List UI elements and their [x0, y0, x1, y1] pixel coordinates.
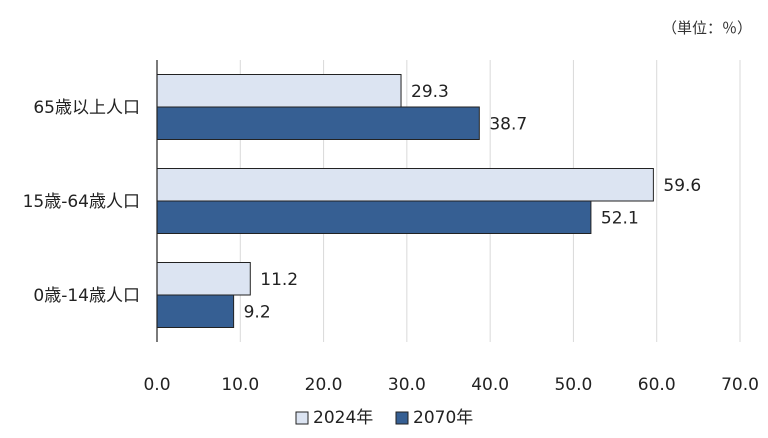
legend-label-1: 2070年 — [413, 408, 473, 428]
data-label-series1-cat0: 38.7 — [489, 114, 527, 134]
bar-series1-cat0 — [156, 106, 480, 140]
x-tick-label-0: 0.0 — [143, 375, 170, 395]
data-label-series1-cat1: 52.1 — [601, 208, 639, 228]
bar-series0-cat0 — [156, 74, 402, 108]
x-tick-label-1: 10.0 — [221, 375, 259, 395]
category-label-2: 0歳-14歳人口 — [33, 286, 140, 306]
bar-series1-cat2 — [156, 294, 235, 328]
data-label-series0-cat2: 11.2 — [260, 270, 298, 290]
unit-note: （単位：％） — [661, 19, 752, 37]
category-label-0: 65歳以上人口 — [33, 98, 140, 118]
legend-swatch-0 — [295, 411, 309, 425]
data-label-series0-cat0: 29.3 — [411, 82, 449, 102]
category-label-1: 15歳-64歳人口 — [23, 192, 140, 212]
bar-series1-cat1 — [156, 200, 592, 234]
x-tick-label-3: 30.0 — [388, 375, 426, 395]
x-tick-label-2: 20.0 — [305, 375, 343, 395]
x-tick-label-6: 60.0 — [638, 375, 676, 395]
bar-series0-cat2 — [156, 262, 251, 296]
data-label-series1-cat2: 9.2 — [244, 302, 271, 322]
legend-swatch-1 — [395, 411, 409, 425]
x-tick-label-5: 50.0 — [554, 375, 592, 395]
bar-series0-cat1 — [156, 168, 654, 202]
x-tick-label-7: 70.0 — [721, 375, 759, 395]
legend-label-0: 2024年 — [313, 408, 373, 428]
data-label-series0-cat1: 59.6 — [663, 176, 701, 196]
x-tick-label-4: 40.0 — [471, 375, 509, 395]
